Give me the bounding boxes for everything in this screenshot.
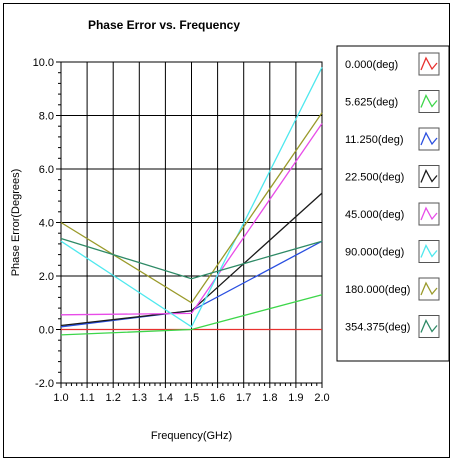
x-tick-label: 2.0 [314, 392, 329, 404]
legend-swatch-line [420, 168, 438, 183]
legend-item: 180.000(deg) [345, 277, 440, 301]
legend-label: 45.000(deg) [345, 209, 404, 221]
legend-item: 45.000(deg) [345, 202, 440, 226]
y-tick-label: 8.0 [39, 111, 54, 123]
x-axis-label: Frequency(GHz) [151, 430, 232, 442]
series-line [60, 123, 323, 316]
y-tick-label: -2.0 [35, 378, 54, 390]
legend-label: 11.250(deg) [345, 134, 404, 146]
y-tick-label: 0.0 [39, 325, 54, 337]
legend-swatch-line [420, 206, 438, 221]
x-tick-label: 1.7 [236, 392, 251, 404]
grid-lines [60, 61, 323, 384]
legend-swatch-line [420, 243, 438, 258]
series-lines [60, 67, 323, 336]
phase-error-chart: Phase Error vs. Frequency 1.0 1.1 1.2 1.3 1.… [10, 18, 450, 442]
chart-title: Phase Error vs. Frequency [88, 18, 240, 32]
legend-item: 0.000(deg) [345, 52, 440, 76]
y-axis-label: Phase Error(Degrees) [10, 169, 22, 277]
x-tick-label: 1.2 [106, 392, 121, 404]
legend-item: 90.000(deg) [345, 240, 440, 263]
legend-swatch-line [420, 131, 438, 146]
legend-label: 180.000(deg) [345, 284, 410, 296]
series-line [60, 112, 323, 304]
legend-label: 90.000(deg) [345, 247, 404, 259]
y-tick-label: 6.0 [39, 164, 54, 176]
legend-item: 354.375(deg) [345, 315, 440, 338]
legend-item: 11.250(deg) [345, 127, 440, 151]
axis-ticks: 1.0 1.1 1.2 1.3 1.4 1.5 1.6 1.7 1.8 1.9 2.0 -2.0 0.0… [33, 57, 330, 404]
y-tick-label: 10.0 [33, 57, 54, 69]
legend-label: 0.000(deg) [345, 59, 398, 71]
series-line [60, 67, 323, 328]
y-tick-label: 2.0 [39, 271, 54, 283]
x-tick-label: 1.1 [79, 392, 94, 404]
x-tick-label: 1.9 [288, 392, 303, 404]
legend-swatch-line [420, 281, 438, 296]
series-line [60, 237, 323, 280]
legend-label: 22.500(deg) [345, 172, 404, 184]
legend-label: 5.625(deg) [345, 97, 398, 109]
x-tick-label: 1.3 [132, 392, 147, 404]
legend: 0.000(deg) 5.625(deg) 11.250(deg) 22.500(de… [336, 45, 450, 362]
legend-label: 354.375(deg) [345, 322, 410, 334]
legend-swatch-line [420, 56, 438, 71]
legend-swatch-line [420, 318, 438, 333]
x-tick-label: 1.5 [184, 392, 199, 404]
x-tick-label: 1.4 [158, 392, 173, 404]
chart-frame: Phase Error vs. Frequency 1.0 1.1 1.2 1.3 1.… [3, 3, 450, 458]
legend-item: 22.500(deg) [345, 165, 440, 188]
legend-items: 0.000(deg) 5.625(deg) 11.250(deg) 22.500(de… [345, 52, 440, 338]
x-tick-label: 1.6 [210, 392, 225, 404]
legend-swatch-line [420, 93, 438, 108]
series-line [60, 192, 323, 327]
series-line [60, 294, 323, 336]
x-tick-label: 1.0 [53, 392, 68, 404]
y-tick-label: 4.0 [39, 218, 54, 230]
x-tick-label: 1.8 [262, 392, 277, 404]
legend-item: 5.625(deg) [345, 90, 440, 113]
